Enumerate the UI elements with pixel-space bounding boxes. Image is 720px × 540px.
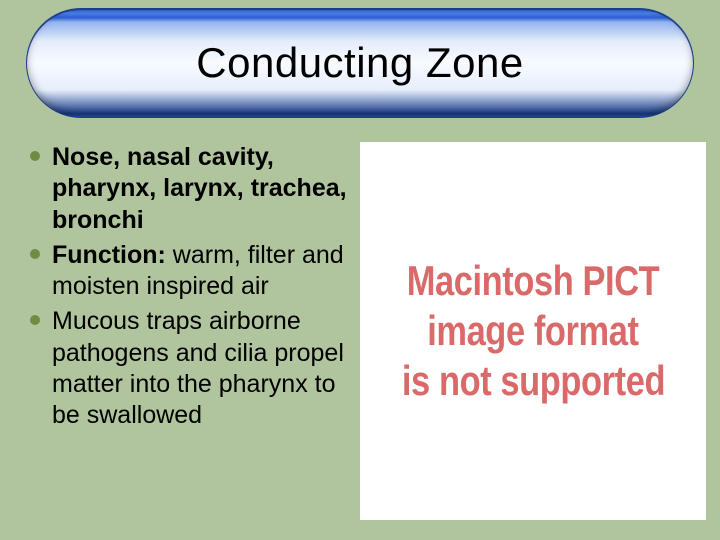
bullet-text: Nose, nasal cavity, pharynx, larynx, tra… [52, 142, 364, 236]
bullet-rest: Mucous traps airborne pathogens and cili… [52, 307, 344, 429]
placeholder-line: image format [427, 307, 638, 355]
bullet-bold: Function: [52, 241, 166, 269]
title-banner: Conducting Zone [26, 8, 694, 118]
bullet-list: Nose, nasal cavity, pharynx, larynx, tra… [24, 142, 364, 435]
bullet-text: Function: warm, filter and moisten inspi… [52, 240, 364, 303]
bullet-icon [30, 249, 40, 259]
list-item: Nose, nasal cavity, pharynx, larynx, tra… [24, 142, 364, 236]
list-item: Mucous traps airborne pathogens and cili… [24, 306, 364, 431]
placeholder-line: Macintosh PICT [407, 257, 660, 305]
list-item: Function: warm, filter and moisten inspi… [24, 240, 364, 303]
title-text: Conducting Zone [196, 39, 523, 87]
bullet-icon [30, 151, 40, 161]
bullet-bold: Nose, nasal cavity, [52, 143, 274, 171]
bullet-icon [30, 315, 40, 325]
pict-placeholder: Macintosh PICT image format is not suppo… [360, 142, 706, 520]
bullet-text: Mucous traps airborne pathogens and cili… [52, 306, 364, 431]
placeholder-line: is not supported [401, 357, 664, 405]
bullet-rest: pharynx, larynx, trachea, bronchi [52, 174, 347, 233]
slide: { "slide": { "background_color": "#b0c49… [0, 0, 720, 540]
